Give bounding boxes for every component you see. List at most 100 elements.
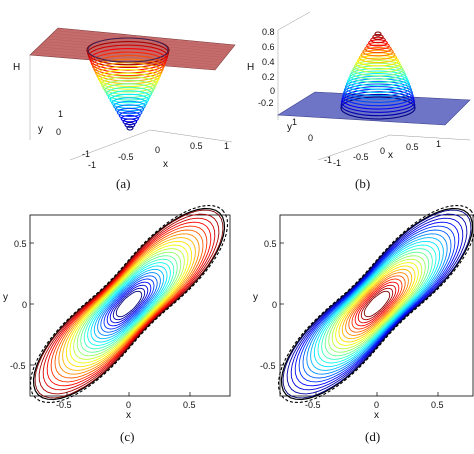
panel-c-contour-0	[34, 209, 224, 399]
panel-a-well-ring-1	[87, 40, 169, 66]
panel-b-ztick-2: 0.2	[262, 72, 275, 82]
panel-d-contour-0	[282, 209, 472, 399]
panel-c-xtick-1: 0	[126, 400, 131, 410]
panel-a-ylabel: y	[38, 124, 43, 135]
panel-c-contour-23	[115, 290, 143, 318]
panel-a-well-ring-6	[93, 58, 164, 79]
panel-b-zlabel: H	[247, 62, 254, 73]
panel-a-well-ring-2	[88, 44, 169, 68]
panel-a-well-rim	[87, 37, 169, 63]
panel-b-hill-ring-19	[362, 47, 394, 57]
panel-a-xlabel: x	[163, 159, 168, 170]
panel-c-frame	[29, 214, 231, 397]
panel-c-ytick-2: -0.5	[10, 361, 26, 371]
panel-d-xtick-2: 0.5	[431, 400, 444, 410]
panel-d-contour-19	[351, 278, 403, 330]
panel-b-hill-ring-24	[372, 34, 384, 40]
panel-a-xtick-1: -0.5	[118, 152, 134, 162]
panel-c-contour-10	[73, 248, 185, 360]
panel-c-contour-1	[38, 213, 220, 395]
panel-a-caption: (a)	[116, 176, 130, 191]
panel-a-zlabel: H	[13, 62, 20, 73]
panel-c-contour-18	[100, 275, 158, 333]
panel-a-well-ring-22	[120, 114, 139, 123]
panel-d-contour-22	[360, 287, 394, 321]
panel-d-contour-20	[354, 281, 400, 327]
panel-a-mesh-line-1	[32, 52, 218, 68]
panel-d-contour-13	[331, 258, 423, 350]
panel-a-well-ring-15	[107, 90, 151, 104]
panel-a-well	[86, 37, 170, 131]
panel-c-contour-4	[50, 225, 208, 383]
panel-c-boundary-solid	[32, 207, 226, 401]
panel-c-contour-14	[87, 262, 171, 346]
panel-a-mesh-line-7	[49, 35, 230, 53]
panel-a-well-ring-14	[105, 86, 153, 101]
panel-b-hill-ring-10	[348, 70, 408, 87]
panel-a-well-ring-16	[109, 93, 150, 107]
panel-c-contour-17	[97, 272, 161, 336]
panel-a-well-ring-9	[97, 69, 160, 88]
panel-c-contour-6	[58, 233, 200, 375]
panel-a-well-ring-5	[91, 55, 165, 77]
panel-d-contour-7	[310, 237, 444, 371]
panel-b-hill-ring-13	[352, 62, 404, 77]
panel-c-contour-9	[69, 244, 189, 364]
panel-b-floor-edge-2	[389, 134, 471, 141]
panel-d-ytick-1: 0	[272, 300, 277, 310]
panel-b-hill-ring-5	[343, 83, 413, 103]
panel-d-contour-15	[338, 265, 416, 343]
panel-a-well-ring-25	[126, 125, 134, 131]
panel-b: 0.8 0.6 0.4 0.2 0 -0.2 H y x -1 0 1 -1 -…	[247, 11, 471, 191]
panel-d-contour-3	[294, 221, 460, 387]
panel-a-xtick-4: 1	[224, 141, 229, 151]
panel-c-contour-22	[112, 287, 146, 321]
panel-a-well-ring-10	[99, 72, 159, 90]
panel-c-contour-13	[83, 258, 175, 350]
panel-a-ytick-1: 0	[56, 127, 61, 137]
panel-a-ytick-0: -1	[82, 149, 90, 159]
panel-d-contour-4	[298, 225, 456, 383]
panel-d-contour-10	[321, 248, 433, 360]
panel-b-ytick-2: 1	[292, 117, 297, 127]
panel-b-hill-ring-23	[370, 36, 386, 44]
panel-a-xtick-3: 0.5	[190, 141, 203, 151]
panel-d-contour-23	[363, 290, 391, 318]
panel-a-well-ring-7	[94, 62, 163, 82]
panel-a-well-ring-24	[124, 121, 136, 128]
panel-b-hill-ring-11	[349, 67, 407, 84]
panel-b-hill-ring-18	[360, 49, 396, 60]
panel-b-xtick-3: 0.5	[406, 142, 419, 152]
panel-b-hill-ring-4	[342, 86, 414, 107]
panel-b-hill-ring-2	[341, 91, 415, 113]
panel-d-contour-11	[324, 251, 430, 357]
panel-a-well-ring-18	[113, 100, 146, 112]
panel-d-contour-5	[302, 229, 452, 379]
panel-b-hill-ring-14	[353, 60, 403, 74]
panel-c-contours	[29, 204, 229, 404]
panel-b-ytick-0: -1	[324, 155, 332, 165]
panel-b-back-edge	[277, 11, 311, 31]
panel-b-hill-ring-0	[340, 96, 416, 120]
panel-a-xtick-0: -1	[88, 160, 96, 170]
panel-d-contour-17	[345, 272, 409, 336]
panel-c-contour-5	[54, 229, 204, 379]
panel-c: -0.5 0 0.5 0.5 0 -0.5 x y (c)	[3, 204, 231, 444]
panel-c-caption: (c)	[120, 429, 134, 444]
panel-d-ytick-2: -0.5	[260, 361, 276, 371]
panel-b-hill-ring-6	[343, 80, 413, 100]
panel-d-contour-6	[306, 233, 448, 375]
panel-d-xlabel: x	[374, 410, 379, 421]
panel-c-ylabel: y	[3, 292, 8, 303]
panel-b-xtick-0: -1	[333, 158, 341, 168]
panel-d-contour-1	[286, 213, 468, 395]
panel-d-contour-18	[348, 275, 406, 333]
panel-d-xtick-0: -0.5	[305, 400, 321, 410]
panel-c-xtick-0: -0.5	[56, 400, 72, 410]
panel-a-well-ring-11	[100, 76, 157, 93]
panel-d-contour-16	[341, 268, 413, 340]
panel-d-contour-21	[357, 284, 397, 324]
panel-b-xlabel: x	[388, 150, 393, 161]
panel-b-xtick-1: -0.5	[353, 152, 369, 162]
